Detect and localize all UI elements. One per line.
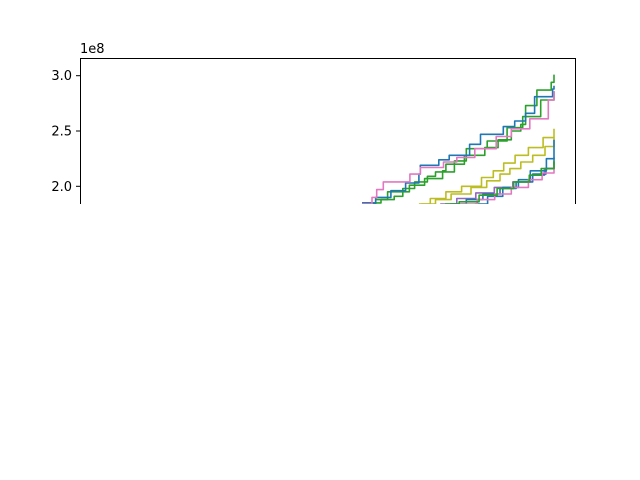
y-axis-offset-label: 1e8	[80, 42, 105, 57]
series-line-2	[362, 74, 555, 204]
plot-lines	[362, 74, 555, 205]
series-line-11	[445, 160, 555, 205]
y-tick-label-3: 3.0	[51, 69, 72, 84]
plot-frame	[80, 58, 576, 204]
series-line-10	[459, 165, 555, 205]
series-line-5	[418, 128, 555, 205]
series-line-1	[362, 91, 555, 205]
series-line-9	[474, 139, 555, 205]
series-line-6	[421, 137, 555, 205]
y-axis: 2.0 2.5 3.0	[51, 69, 80, 195]
series-line-4	[362, 91, 555, 205]
y-tick-label-2: 2.5	[51, 125, 72, 140]
cropped-area	[0, 204, 640, 480]
y-tick-label-1: 2.0	[51, 180, 72, 195]
series-line-3	[362, 85, 555, 204]
